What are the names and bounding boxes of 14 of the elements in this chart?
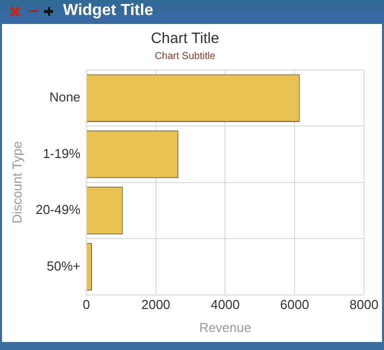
x-tick-label: 0: [82, 297, 90, 312]
y-tick-label: None: [49, 90, 80, 105]
y-tick-label: 1-19%: [42, 146, 81, 161]
chart-title: Chart Title: [150, 30, 220, 48]
x-tick-label: 4000: [210, 297, 240, 312]
x-tick-label: 6000: [280, 297, 310, 312]
chart-subtitle: Chart Subtitle: [154, 50, 216, 62]
x-axis-title: Revenue: [199, 320, 252, 335]
text: Widget Title: [63, 2, 154, 20]
y-tick-label: 20-49%: [36, 202, 81, 218]
y-axis-title: Discount Type: [9, 141, 24, 224]
x-tick-label: 8000: [350, 297, 378, 312]
y-tick-label: 50%+: [46, 258, 80, 274]
x-tick-label: 2000: [141, 297, 170, 312]
